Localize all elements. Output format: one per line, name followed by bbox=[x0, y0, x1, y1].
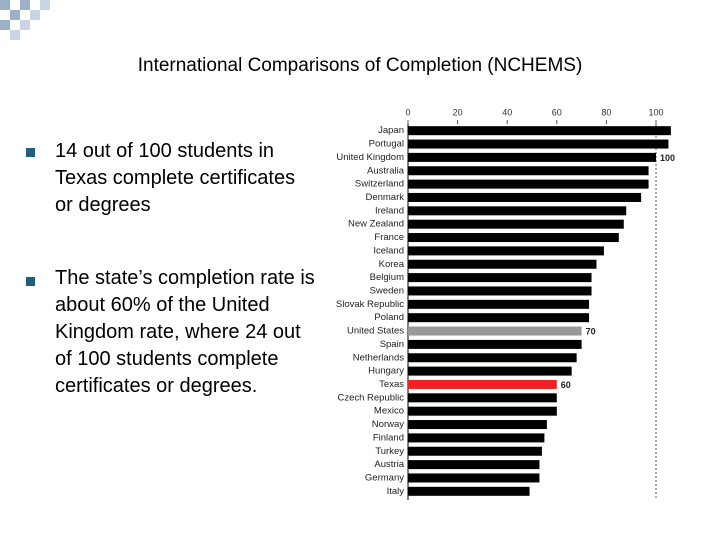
y-tick-label: Belgium bbox=[370, 272, 404, 283]
y-tick-label: Germany bbox=[365, 472, 404, 483]
bar bbox=[408, 273, 592, 283]
y-tick-label: Norway bbox=[372, 419, 404, 430]
y-tick-label: Italy bbox=[387, 486, 405, 497]
bar bbox=[408, 460, 540, 470]
y-tick-label: Denmark bbox=[365, 192, 404, 203]
y-tick-label: Texas bbox=[379, 379, 404, 390]
y-tick-label: Iceland bbox=[373, 245, 404, 256]
x-tick-label: 0 bbox=[405, 107, 410, 117]
bullet-marker bbox=[26, 277, 35, 286]
bar bbox=[408, 326, 582, 336]
y-tick-label: Finland bbox=[373, 432, 404, 443]
bullet-text: 14 out of 100 students in Texas complete… bbox=[55, 140, 296, 216]
y-tick-label: France bbox=[374, 232, 404, 243]
y-tick-label: Slovak Republic bbox=[336, 299, 404, 310]
bar bbox=[408, 353, 577, 363]
x-tick-label: 40 bbox=[502, 107, 512, 117]
y-tick-label: United Kingdom bbox=[336, 152, 404, 163]
bar bbox=[408, 299, 590, 309]
slide-title: International Comparisons of Completion … bbox=[137, 55, 583, 76]
bar bbox=[408, 420, 547, 430]
y-tick-label: Australia bbox=[367, 165, 405, 176]
bar bbox=[408, 393, 557, 403]
bullet-marker bbox=[26, 148, 35, 157]
y-tick-label: Ireland bbox=[375, 205, 404, 216]
bar bbox=[408, 313, 590, 323]
bar bbox=[408, 192, 642, 202]
y-tick-label: Turkey bbox=[375, 446, 404, 457]
y-tick-label: Korea bbox=[379, 259, 405, 270]
bullet-text: The state’s completion rate is about 60%… bbox=[55, 267, 315, 397]
bar bbox=[408, 152, 656, 162]
x-tick-label: 100 bbox=[648, 107, 663, 117]
bar bbox=[408, 233, 619, 243]
x-tick-label: 80 bbox=[601, 107, 611, 117]
bar bbox=[408, 139, 669, 149]
bar bbox=[408, 219, 624, 229]
y-tick-label: Czech Republic bbox=[337, 392, 404, 403]
y-tick-label: Portugal bbox=[369, 139, 404, 150]
y-tick-label: Hungary bbox=[368, 366, 404, 377]
y-tick-label: Japan bbox=[378, 125, 404, 136]
bar bbox=[408, 486, 530, 496]
bar bbox=[408, 286, 592, 296]
bar bbox=[408, 433, 545, 443]
data-label: 100 bbox=[660, 153, 675, 163]
y-tick-label: Switzerland bbox=[355, 179, 404, 190]
bar bbox=[408, 126, 671, 136]
y-tick-label: Austria bbox=[374, 459, 404, 470]
y-tick-label: Mexico bbox=[374, 406, 404, 417]
bar bbox=[408, 473, 540, 483]
bar bbox=[408, 246, 604, 256]
bar bbox=[408, 339, 582, 349]
corner-decoration bbox=[0, 0, 50, 40]
bar bbox=[408, 406, 557, 416]
y-tick-label: New Zealand bbox=[348, 219, 404, 230]
y-tick-label: Poland bbox=[374, 312, 404, 323]
bar bbox=[408, 379, 557, 389]
y-tick-label: Netherlands bbox=[353, 352, 404, 363]
x-tick-label: 20 bbox=[453, 107, 463, 117]
y-tick-label: United States bbox=[347, 326, 404, 337]
x-tick-label: 60 bbox=[552, 107, 562, 117]
bar bbox=[408, 179, 649, 189]
y-tick-label: Spain bbox=[380, 339, 404, 350]
bar bbox=[408, 206, 627, 216]
bar bbox=[408, 366, 572, 376]
data-label: 60 bbox=[561, 380, 571, 390]
data-label: 70 bbox=[586, 326, 596, 336]
bar bbox=[408, 166, 649, 176]
bar bbox=[408, 259, 597, 269]
bar bbox=[408, 446, 542, 456]
y-tick-label: Sweden bbox=[370, 285, 404, 296]
